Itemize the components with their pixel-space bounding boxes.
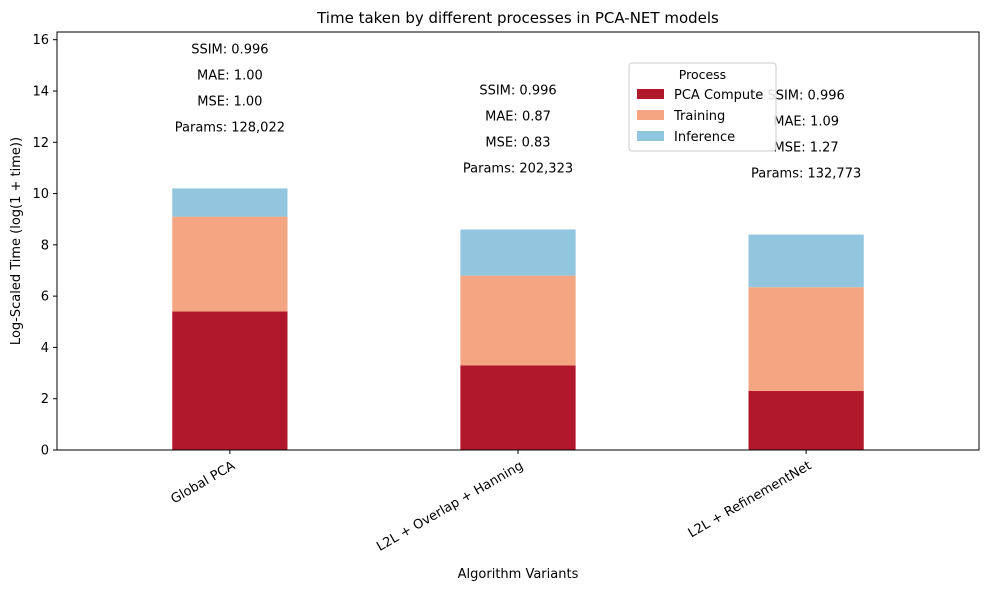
legend: Process PCA Compute Training Inference: [628, 62, 777, 152]
bar-1-series-2: [172, 216, 288, 312]
legend-swatch-3: [637, 131, 664, 141]
bar-3-series-2: [748, 287, 864, 392]
y-tick-label-2: 2: [41, 392, 49, 407]
annotation-1-line-2: MAE: 1.00: [197, 68, 263, 83]
y-tick-label-6: 6: [41, 290, 49, 305]
legend-label-2: Training: [673, 109, 725, 124]
x-axis-label: Algorithm Variants: [458, 567, 579, 582]
y-tick-label-14: 14: [32, 84, 49, 99]
bar-2-series-1: [460, 365, 576, 450]
y-tick-label-12: 12: [32, 136, 49, 151]
legend-label-3: Inference: [674, 130, 735, 145]
annotation-2-line-3: MSE: 0.83: [485, 135, 550, 150]
bars-layer: [172, 188, 864, 450]
annotation-3-line-3: MSE: 1.27: [774, 141, 839, 156]
y-tick-label-10: 10: [32, 187, 49, 202]
bar-1-series-1: [172, 311, 288, 450]
annotation-1-line-1: SSIM: 0.996: [191, 42, 268, 57]
annotation-1-line-4: Params: 128,022: [175, 120, 285, 135]
bar-1-series-3: [172, 188, 288, 217]
bar-2-series-3: [460, 229, 576, 276]
y-tick-label-0: 0: [41, 444, 49, 459]
annotation-3-line-4: Params: 132,773: [751, 167, 861, 182]
x-tick-label-2: L2L + Overlap + Hanning: [374, 458, 526, 554]
annotation-2-line-2: MAE: 0.87: [485, 109, 551, 124]
annotations-layer: SSIM: 0.996 MAE: 1.00 MSE: 1.00 Params: 128…: [175, 42, 862, 181]
y-tick-label-4: 4: [41, 341, 49, 356]
legend-frame: [628, 62, 777, 152]
legend-label-1: PCA Compute: [674, 88, 763, 103]
bar-3-series-1: [748, 391, 864, 450]
x-tick-label-3: L2L + RefinementNet: [686, 458, 814, 541]
y-tick-label-16: 16: [32, 33, 49, 48]
y-axis-label: Log-Scaled Time (log(1 + time)): [9, 137, 24, 345]
legend-swatch-2: [637, 110, 664, 120]
annotation-3-line-2: MAE: 1.09: [773, 115, 839, 130]
bar-3-series-3: [748, 234, 864, 288]
chart-title: Time taken by different processes in PCA…: [316, 9, 719, 27]
annotation-1-line-3: MSE: 1.00: [197, 94, 262, 109]
legend-title: Process: [679, 67, 726, 82]
annotation-2-line-1: SSIM: 0.996: [479, 83, 556, 98]
annotation-2-line-4: Params: 202,323: [463, 161, 573, 176]
y-tick-label-8: 8: [41, 238, 49, 253]
bar-2-series-2: [460, 275, 576, 366]
legend-swatch-1: [637, 89, 664, 99]
annotation-3-line-1: SSIM: 0.996: [767, 89, 844, 104]
x-tick-label-1: Global PCA: [169, 458, 238, 507]
